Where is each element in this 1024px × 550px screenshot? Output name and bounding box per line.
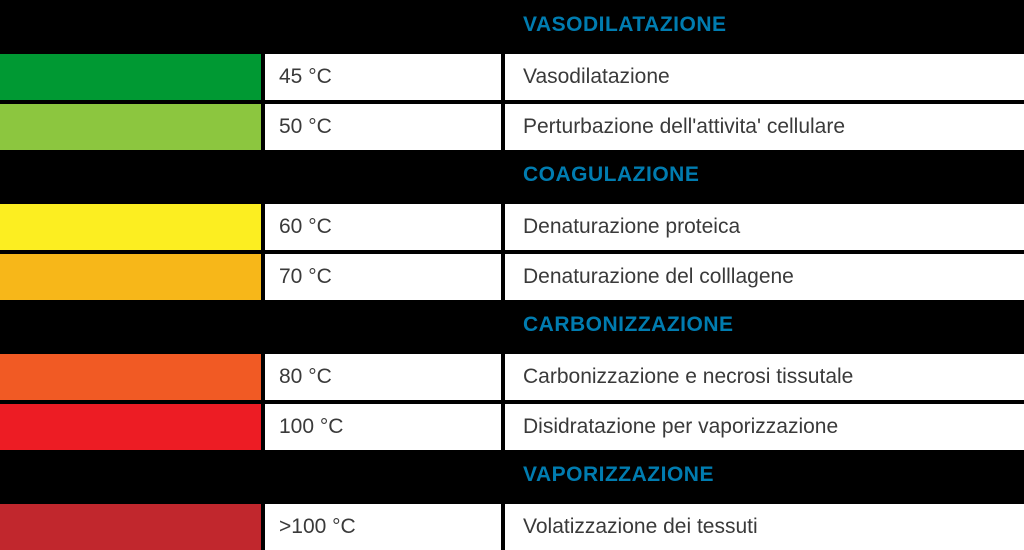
header-swatch-blank (0, 300, 265, 350)
description-cell: Perturbazione dell'attivita' cellulare (505, 104, 1024, 150)
color-swatch (0, 504, 265, 550)
data-row: >100 °CVolatizzazione dei tessuti (0, 500, 1024, 550)
header-swatch-blank (0, 150, 265, 200)
data-row: 80 °CCarbonizzazione e necrosi tissutale (0, 350, 1024, 400)
data-row: 60 °CDenaturazione proteica (0, 200, 1024, 250)
temperature-cell: 100 °C (265, 404, 505, 450)
section-header-row: VASODILATAZIONE (0, 0, 1024, 50)
section-header-label: CARBONIZZAZIONE (505, 300, 1024, 350)
temperature-cell: >100 °C (265, 504, 505, 550)
section-header-label: VAPORIZZAZIONE (505, 450, 1024, 500)
color-swatch (0, 354, 265, 400)
temperature-cell: 60 °C (265, 204, 505, 250)
temperature-cell: 45 °C (265, 54, 505, 100)
temperature-effects-table: VASODILATAZIONE45 °CVasodilatazione50 °C… (0, 0, 1024, 550)
temperature-cell: 70 °C (265, 254, 505, 300)
data-row: 50 °CPerturbazione dell'attivita' cellul… (0, 100, 1024, 150)
header-temp-blank (265, 0, 505, 50)
description-cell: Denaturazione proteica (505, 204, 1024, 250)
data-row: 45 °CVasodilatazione (0, 50, 1024, 100)
header-swatch-blank (0, 450, 265, 500)
data-row: 100 °CDisidratazione per vaporizzazione (0, 400, 1024, 450)
header-temp-blank (265, 150, 505, 200)
color-swatch (0, 204, 265, 250)
description-cell: Disidratazione per vaporizzazione (505, 404, 1024, 450)
description-cell: Carbonizzazione e necrosi tissutale (505, 354, 1024, 400)
temperature-cell: 80 °C (265, 354, 505, 400)
header-swatch-blank (0, 0, 265, 50)
description-cell: Denaturazione del colllagene (505, 254, 1024, 300)
color-swatch (0, 254, 265, 300)
description-cell: Volatizzazione dei tessuti (505, 504, 1024, 550)
section-header-label: VASODILATAZIONE (505, 0, 1024, 50)
color-swatch (0, 404, 265, 450)
data-row: 70 °CDenaturazione del colllagene (0, 250, 1024, 300)
section-header-row: COAGULAZIONE (0, 150, 1024, 200)
header-temp-blank (265, 300, 505, 350)
section-header-row: CARBONIZZAZIONE (0, 300, 1024, 350)
description-cell: Vasodilatazione (505, 54, 1024, 100)
section-header-row: VAPORIZZAZIONE (0, 450, 1024, 500)
section-header-label: COAGULAZIONE (505, 150, 1024, 200)
header-temp-blank (265, 450, 505, 500)
temperature-cell: 50 °C (265, 104, 505, 150)
color-swatch (0, 104, 265, 150)
color-swatch (0, 54, 265, 100)
